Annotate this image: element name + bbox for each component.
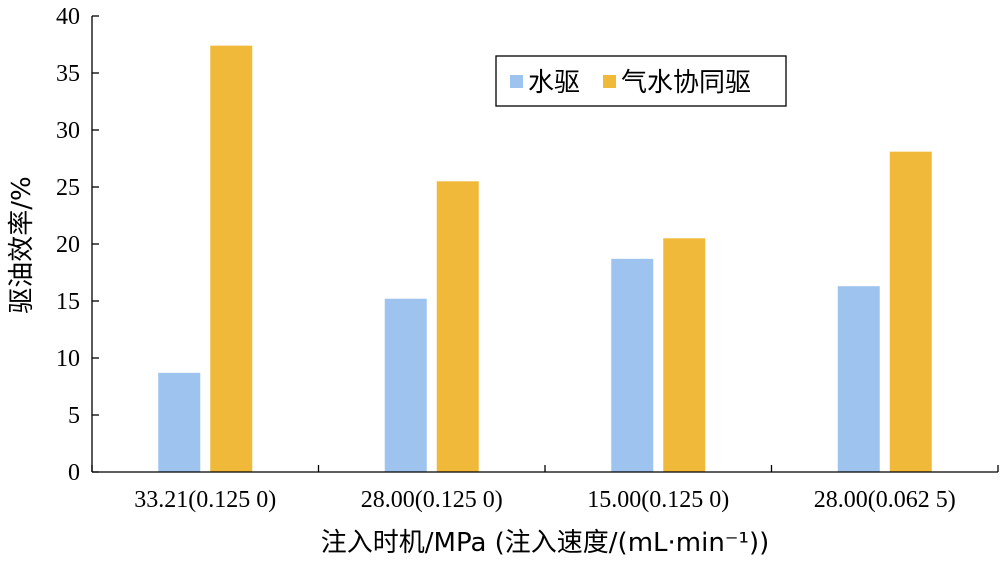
legend-label-gas-water: 气水协同驱	[621, 68, 751, 98]
legend-box	[495, 55, 787, 107]
bar-water-flood-2	[384, 298, 427, 472]
bar-gas-water-4	[889, 151, 932, 472]
y-tick-label: 15	[56, 289, 80, 315]
y-tick-label: 0	[68, 460, 80, 486]
y-tick-label: 10	[56, 346, 80, 372]
legend-swatch-gas-water	[603, 75, 616, 88]
x-tick-label: 15.00(0.125 0)	[587, 487, 729, 513]
x-axis-title: 注入时机/MPa (注入速度/(mL·min⁻¹))	[321, 528, 770, 558]
bar-water-flood-4	[837, 286, 880, 472]
bar-water-flood-3	[611, 258, 654, 472]
y-axis-title: 驱油效率/%	[7, 176, 37, 313]
bars-group	[158, 45, 932, 473]
bar-gas-water-1	[210, 45, 253, 472]
y-tick-label: 40	[56, 4, 80, 30]
y-tick-label: 20	[56, 232, 80, 258]
ticks-group: 33.21(0.125 0) 28.00(0.125 0) 15.00(0.125 …	[56, 4, 956, 513]
x-tick-label: 28.00(0.062 5)	[814, 487, 956, 513]
y-tick-label: 30	[56, 118, 80, 144]
y-tick-label: 35	[56, 61, 80, 87]
legend-label-water-flood: 水驱	[528, 68, 580, 98]
bar-gas-water-2	[436, 181, 479, 473]
legend: 水驱 气水协同驱	[495, 55, 787, 107]
x-tick-label: 33.21(0.125 0)	[134, 487, 276, 513]
y-tick-label: 25	[56, 175, 80, 201]
bar-water-flood-1	[158, 372, 201, 472]
bar-gas-water-3	[663, 238, 706, 472]
axes-group	[91, 15, 999, 473]
y-tick-label: 5	[68, 403, 80, 429]
legend-swatch-water-flood	[510, 75, 523, 88]
x-tick-label: 28.00(0.125 0)	[361, 487, 503, 513]
